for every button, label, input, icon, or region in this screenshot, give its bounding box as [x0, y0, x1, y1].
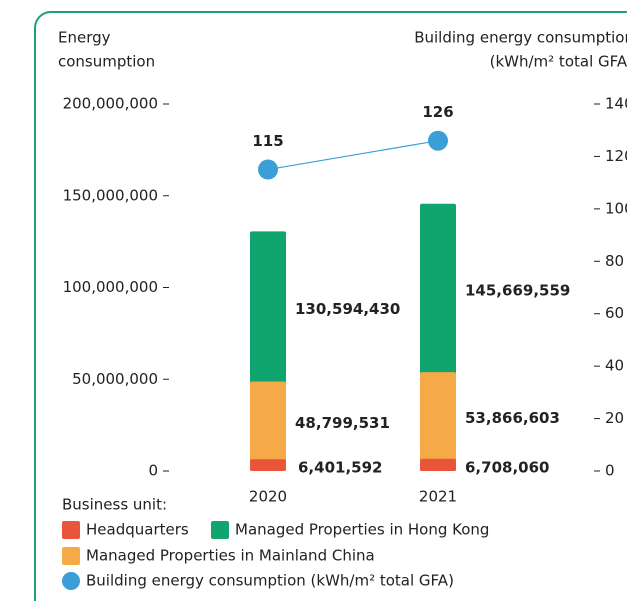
legend-label: Building energy consumption (kWh/m² tota…	[86, 572, 454, 590]
data-label: 6,708,060	[465, 458, 549, 476]
legend-label: Managed Properties in Mainland China	[86, 547, 375, 565]
line	[267, 140, 439, 171]
y2-axis-title: Building energy consumption	[414, 29, 627, 47]
y2-tick-label: 40	[605, 357, 624, 375]
bar	[250, 459, 286, 471]
y-tick-label: 0	[148, 462, 158, 480]
legend-marker	[62, 572, 80, 590]
y2-tick-label: 60	[605, 304, 624, 322]
point	[428, 130, 448, 151]
data-label: 6,401,592	[298, 459, 382, 477]
y-axis-title: consumption	[58, 53, 155, 71]
legend-marker	[62, 547, 80, 565]
y2-tick-label: 100	[605, 199, 627, 217]
data-label: 130,594,430	[295, 300, 400, 318]
y-axis-title: Energy	[58, 29, 111, 47]
bar	[420, 458, 456, 471]
legend-marker	[62, 521, 80, 539]
y-tick-label: 50,000,000	[72, 370, 158, 388]
x-tick-label: 2020	[249, 488, 287, 506]
data-label: 126	[422, 103, 453, 121]
data-label: 53,866,603	[465, 409, 560, 427]
y2-tick-label: 140	[605, 95, 627, 113]
y2-axis-title: (kWh/m² total GFA)	[490, 53, 627, 71]
point	[258, 159, 278, 180]
bar	[420, 372, 456, 471]
data-label: 145,669,559	[465, 281, 570, 299]
x-tick-label: 2021	[419, 488, 457, 506]
y2-tick-label: 120	[605, 147, 627, 165]
bar	[250, 381, 286, 471]
legend-marker	[211, 521, 229, 539]
legend-title: Business unit:	[62, 496, 167, 514]
y2-tick-label: 80	[605, 252, 624, 270]
y-tick-label: 200,000,000	[63, 95, 158, 113]
frame	[34, 11, 627, 601]
y2-tick-label: 0	[605, 462, 615, 480]
data-label: 115	[252, 132, 283, 150]
y-tick-label: 100,000,000	[63, 278, 158, 296]
data-label: 48,799,531	[295, 414, 390, 432]
legend-label: Managed Properties in Hong Kong	[235, 521, 489, 539]
y2-tick-label: 20	[605, 409, 624, 427]
y-tick-label: 150,000,000	[63, 186, 158, 204]
legend-label: Headquarters	[86, 521, 189, 539]
